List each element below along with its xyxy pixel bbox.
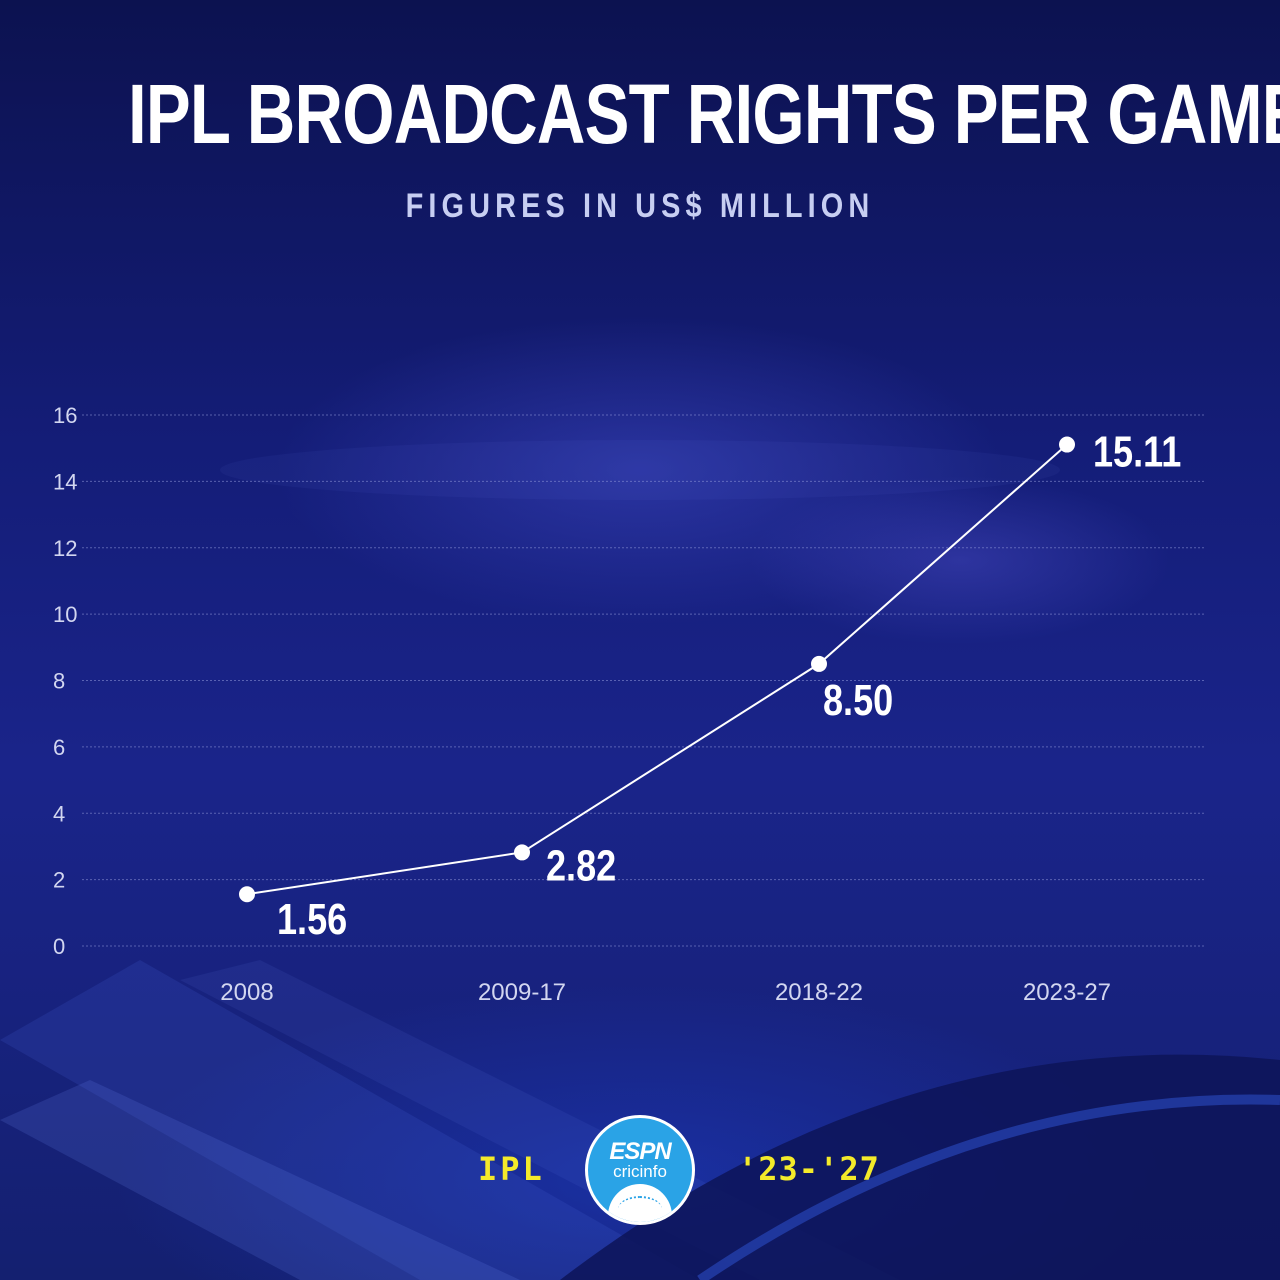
data-point <box>239 886 255 903</box>
chart-title: IPL BROADCAST RIGHTS PER GAME <box>128 67 1280 161</box>
y-tick-label: 12 <box>53 536 77 561</box>
y-tick-label: 4 <box>53 801 65 826</box>
data-label: 15.11 <box>1093 427 1181 476</box>
series-line <box>246 443 1068 896</box>
data-label: 8.50 <box>823 676 893 725</box>
y-axis-ticks: 0 2 4 6 8 10 12 14 16 <box>53 403 77 959</box>
y-tick-label: 0 <box>53 934 65 959</box>
y-tick-label: 14 <box>53 469 77 494</box>
y-tick-label: 6 <box>53 735 65 760</box>
data-points <box>239 436 1075 903</box>
logo-espn-text: ESPN <box>609 1138 671 1165</box>
x-tick-label: 2008 <box>220 979 273 1006</box>
x-tick-label: 2023-27 <box>1023 979 1111 1006</box>
chart-subtitle: FIGURES IN US$ MILLION <box>405 187 875 225</box>
grid-lines <box>82 414 1205 947</box>
data-point <box>811 655 827 672</box>
x-tick-label: 2009-17 <box>478 979 566 1006</box>
y-tick-label: 10 <box>53 602 77 627</box>
footer-left-text: IPL <box>478 1150 545 1188</box>
data-point <box>1059 436 1075 453</box>
data-point <box>514 844 530 861</box>
data-labels: 1.56 2.82 8.50 15.11 <box>277 427 1181 944</box>
ball-seam-icon <box>618 1196 662 1222</box>
logo-cricinfo-text: cricinfo <box>613 1162 667 1181</box>
y-tick-label: 2 <box>53 868 65 893</box>
data-label: 1.56 <box>277 895 347 944</box>
x-tick-label: 2018-22 <box>775 979 863 1006</box>
footer: IPL ESPN cricinfo '23-'27 <box>0 1110 1280 1230</box>
series-line-layer <box>246 443 1068 896</box>
y-tick-label: 8 <box>53 669 65 694</box>
data-label: 2.82 <box>546 841 616 890</box>
y-tick-label: 16 <box>53 403 77 428</box>
x-axis-ticks: 2008 2009-17 2018-22 2023-27 <box>220 979 1111 1006</box>
footer-right-text: '23-'27 <box>738 1150 880 1188</box>
espncricinfo-logo: ESPN cricinfo <box>585 1115 695 1225</box>
